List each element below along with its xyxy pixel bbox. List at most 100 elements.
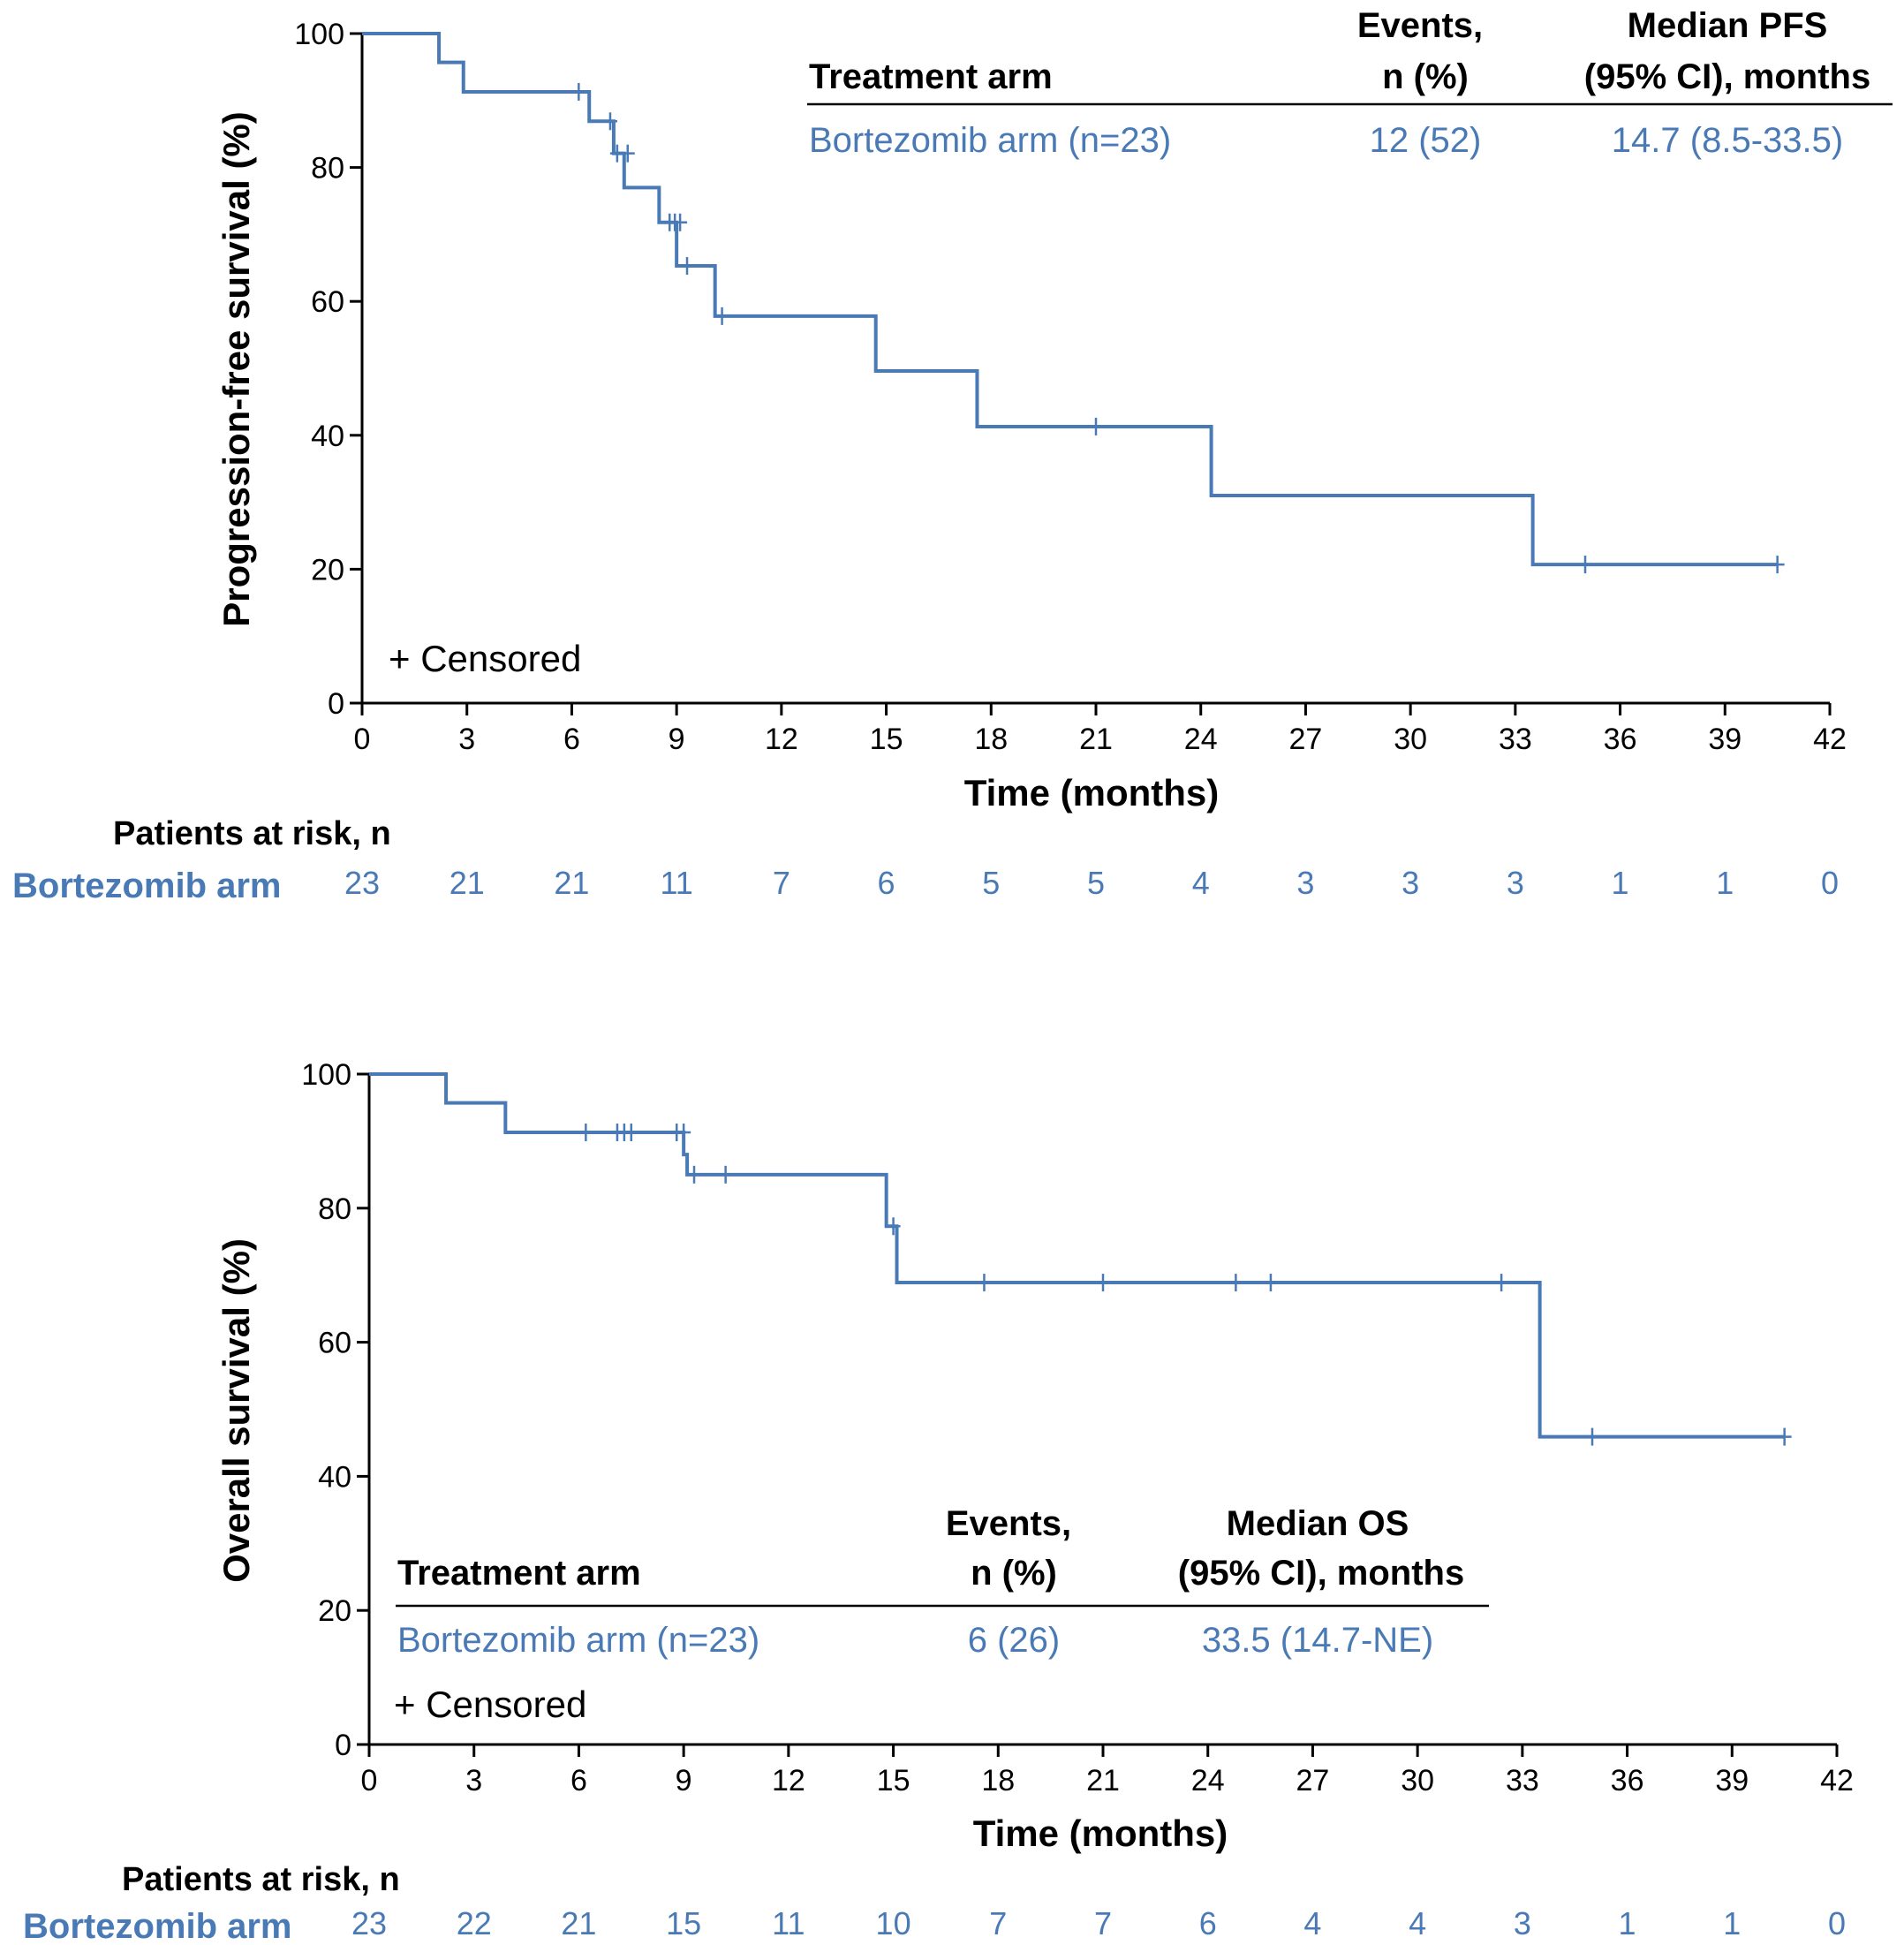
os-risk-count: 1 (1723, 1905, 1741, 1941)
pfs-x-tick-label: 0 (354, 723, 371, 756)
os-x-tick-label: 30 (1401, 1764, 1434, 1797)
pfs-table-header-events-1: Events, (1357, 6, 1483, 45)
pfs-x-tick-label: 21 (1079, 723, 1113, 756)
os-x-tick-label: 9 (676, 1764, 692, 1797)
pfs-x-tick-label: 9 (669, 723, 685, 756)
os-x-tick-label: 36 (1611, 1764, 1644, 1797)
pfs-x-tick-label: 6 (563, 723, 580, 756)
os-table-median: 33.5 (14.7-NE) (1202, 1621, 1433, 1660)
os-x-tick-label: 24 (1191, 1764, 1225, 1797)
os-table-header-median-2: (95% CI), months (1178, 1554, 1464, 1593)
pfs-risk-count: 5 (1087, 865, 1105, 901)
os-x-tick-label: 39 (1715, 1764, 1749, 1797)
pfs-y-axis-title: Progression-free survival (%) (215, 111, 257, 627)
pfs-stats-table: Treatment arm Events, n (%) Median PFS (… (807, 6, 1893, 160)
pfs-table-header-events-2: n (%) (1382, 57, 1469, 96)
pfs-risk-count: 21 (554, 865, 589, 901)
os-y-tick-label: 100 (301, 1058, 351, 1092)
os-x-tick-label: 33 (1506, 1764, 1539, 1797)
os-table-arm: Bortezomib arm (n=23) (397, 1621, 759, 1660)
pfs-x-tick-label: 42 (1813, 723, 1847, 756)
pfs-table-header-median-1: Median PFS (1628, 6, 1828, 45)
pfs-table-header-median-2: (95% CI), months (1584, 57, 1870, 96)
os-x-tick-label: 18 (981, 1764, 1015, 1797)
os-risk-count: 1 (1619, 1905, 1636, 1941)
pfs-x-axis-title: Time (months) (964, 772, 1220, 814)
os-risk-title: Patients at risk, n (122, 1861, 400, 1898)
pfs-x-tick-label: 3 (458, 723, 475, 756)
os-y-tick-label: 80 (318, 1192, 351, 1226)
pfs-x-tick-label: 24 (1184, 723, 1218, 756)
pfs-y-tick-label: 0 (328, 687, 344, 721)
pfs-table-arm: Bortezomib arm (n=23) (809, 121, 1171, 160)
os-x-axis-title: Time (months) (973, 1813, 1228, 1854)
pfs-x-tick-label: 18 (974, 723, 1008, 756)
pfs-risk-count: 0 (1821, 865, 1839, 901)
os-risk-count: 6 (1199, 1905, 1217, 1941)
pfs-y-tick-label: 60 (311, 285, 344, 319)
os-x-tick-label: 3 (465, 1764, 482, 1797)
pfs-table-events: 12 (52) (1370, 121, 1482, 160)
os-risk-table: Patients at risk, n Bortezomib arm 23 22 2… (23, 1861, 1846, 1945)
pfs-risk-numbers: 23 21 21 11 7 6 5 5 4 3 3 3 1 1 0 (344, 865, 1839, 901)
os-x-tick-label: 42 (1820, 1764, 1854, 1797)
pfs-risk-count: 6 (878, 865, 895, 901)
pfs-risk-count: 21 (450, 865, 485, 901)
os-y-tick-label: 40 (318, 1460, 351, 1494)
os-risk-count: 7 (1094, 1905, 1112, 1941)
pfs-risk-count: 1 (1612, 865, 1629, 901)
pfs-risk-arm-label: Bortezomib arm (12, 867, 282, 905)
os-censored-legend: + Censored (394, 1684, 586, 1725)
pfs-survival-curve (362, 32, 1778, 567)
os-risk-numbers: 23 22 21 15 11 10 7 7 6 4 4 3 1 1 0 (351, 1905, 1846, 1941)
os-x-tick-label: 21 (1086, 1764, 1120, 1797)
pfs-risk-count: 5 (982, 865, 1000, 901)
pfs-x-tick-label: 15 (870, 723, 903, 756)
pfs-y-tick-label: 100 (294, 18, 344, 51)
pfs-risk-count: 1 (1716, 865, 1734, 901)
os-y-tick-label: 60 (318, 1327, 351, 1360)
pfs-x-tick-label: 36 (1604, 723, 1637, 756)
pfs-y-tick-label: 40 (311, 420, 344, 453)
os-x-tick-label: 6 (570, 1764, 587, 1797)
os-risk-count: 4 (1409, 1905, 1426, 1941)
os-x-tick-label: 12 (772, 1764, 805, 1797)
os-panel: Overall survival (%) Time (months) Treat… (23, 1058, 1854, 1945)
pfs-table-header-arm: Treatment arm (809, 57, 1053, 96)
os-table-events: 6 (26) (968, 1621, 1061, 1660)
pfs-x-tick-label: 30 (1394, 723, 1427, 756)
os-risk-count: 23 (351, 1905, 387, 1941)
os-risk-count: 22 (457, 1905, 492, 1941)
os-risk-count: 4 (1303, 1905, 1321, 1941)
pfs-risk-table: Patients at risk, n Bortezomib arm 23 21 2… (12, 815, 1839, 905)
pfs-risk-count: 3 (1402, 865, 1419, 901)
pfs-risk-count: 23 (344, 865, 380, 901)
pfs-y-tick-label: 80 (311, 152, 344, 185)
pfs-x-tick-label: 27 (1289, 723, 1323, 756)
os-stats-table: Treatment arm Events, n (%) Median OS (9… (396, 1504, 1489, 1660)
pfs-panel: Progression-free survival (%) Time (mont… (12, 6, 1893, 905)
pfs-risk-count: 3 (1507, 865, 1524, 901)
pfs-risk-count: 4 (1192, 865, 1210, 901)
os-risk-arm-label: Bortezomib arm (23, 1907, 292, 1945)
os-table-header-arm: Treatment arm (397, 1554, 641, 1593)
pfs-risk-title: Patients at risk, n (113, 815, 391, 852)
os-y-tick-label: 20 (318, 1594, 351, 1628)
os-survival-curve (369, 1072, 1785, 1439)
os-x-tick-label: 15 (877, 1764, 910, 1797)
pfs-x-tick-label: 12 (765, 723, 798, 756)
os-table-header-events-1: Events, (946, 1504, 1071, 1543)
os-risk-count: 11 (772, 1905, 805, 1941)
os-risk-count: 15 (666, 1905, 701, 1941)
os-y-axis-title: Overall survival (%) (215, 1238, 257, 1583)
os-risk-count: 21 (561, 1905, 596, 1941)
os-table-header-events-2: n (%) (971, 1554, 1057, 1593)
pfs-x-tick-label: 33 (1499, 723, 1532, 756)
os-x-tick-label: 27 (1296, 1764, 1330, 1797)
os-risk-count: 3 (1514, 1905, 1531, 1941)
os-x-tick-label: 0 (361, 1764, 378, 1797)
os-y-tick-label: 0 (335, 1729, 351, 1762)
pfs-y-tick-label: 20 (311, 553, 344, 587)
os-risk-count: 7 (989, 1905, 1007, 1941)
